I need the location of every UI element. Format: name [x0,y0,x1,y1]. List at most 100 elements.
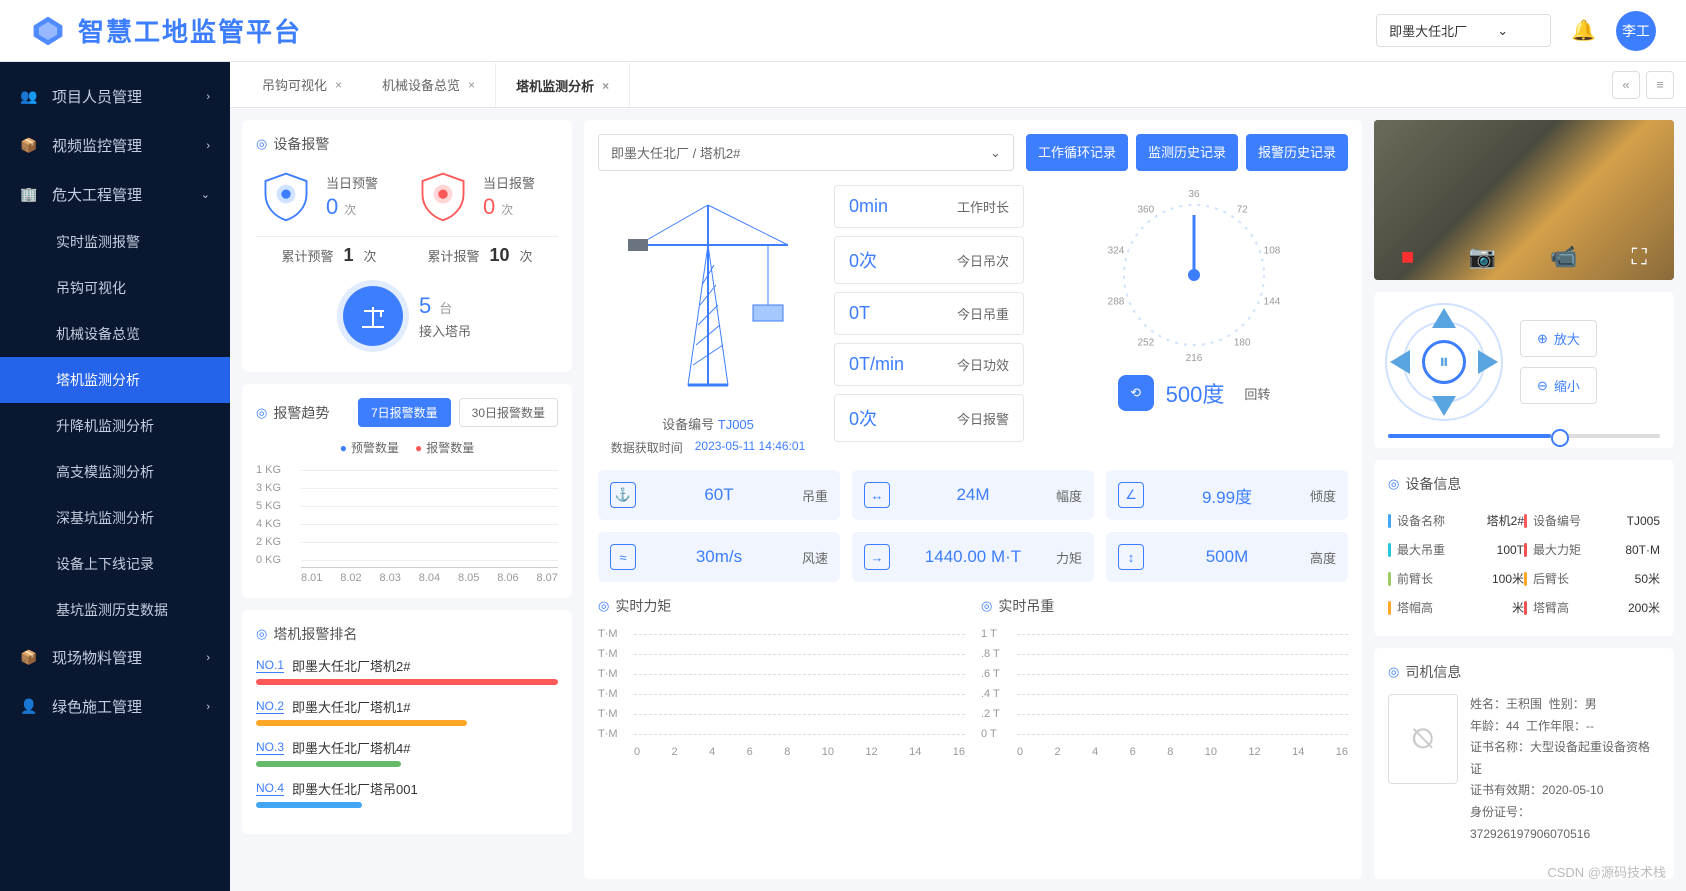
chevron-down-icon: ⌄ [1497,23,1508,39]
metric-box: ↕500M高度 [1106,532,1348,582]
sidebar-subitem[interactable]: 实时监测报警 [0,219,230,265]
metric-box: ↔24M幅度 [852,470,1094,520]
close-icon[interactable]: × [602,79,609,93]
stat-item: 0T今日吊重 [834,292,1024,335]
record-button[interactable]: 报警历史记录 [1246,134,1348,171]
svg-text:108: 108 [1264,246,1281,257]
ptz-speed-slider[interactable] [1388,434,1660,438]
svg-text:360: 360 [1137,205,1154,216]
svg-text:324: 324 [1108,246,1125,257]
rank-row: NO.4即墨大任北厂塔吊001 [256,779,558,808]
sidebar-subitem[interactable]: 机械设备总览 [0,311,230,357]
top-bar: 智慧工地监管平台 即墨大任北厂 ⌄ 🔔 李工 [0,0,1686,62]
sidebar-item[interactable]: 👤绿色施工管理› [0,682,230,731]
ptz-down[interactable] [1432,396,1456,416]
stat-item: 0次今日报警 [834,394,1024,442]
svg-text:216: 216 [1186,353,1203,364]
tabs-menu-icon[interactable]: ≡ [1646,71,1674,99]
crane-icon [343,286,403,346]
info-cell: 设备名称塔机2# [1388,512,1524,529]
sidebar-subitem[interactable]: 深基坑监测分析 [0,495,230,541]
site-name: 即墨大任北厂 [1389,21,1467,40]
rank-row: NO.1即墨大任北厂塔机2# [256,656,558,685]
record-icon[interactable]: ■ [1401,244,1414,270]
info-cell: 塔帽高米 [1388,599,1524,616]
info-cell: 设备编号TJ005 [1524,512,1660,529]
sidebar-subitem[interactable]: 设备上下线记录 [0,541,230,587]
alarm-panel: 设备报警 当日预警0次 当日报警0次 累计预警1次 累计报警10次 [242,120,572,372]
rank-row: NO.2即墨大任北厂塔机1# [256,697,558,726]
info-cell: 前臂长100米 [1388,570,1524,587]
zoom-out-icon: ⊖ [1537,378,1548,394]
metric-box: ≈30m/s风速 [598,532,840,582]
info-cell: 最大力矩80T·M [1524,541,1660,558]
close-icon[interactable]: × [468,78,475,92]
trend-title: 报警趋势 7日报警数量 30日报警数量 [256,398,558,427]
today-warn-card: 当日预警0次 [256,166,401,226]
site-selector[interactable]: 即墨大任北厂 ⌄ [1376,14,1551,47]
driver-photo: ⦰ [1388,694,1458,784]
sidebar-item[interactable]: 🏢危大工程管理⌄ [0,170,230,219]
crane-diagram: 设备编号 TJ005 数据获取时间2023-05-11 14:46:01 [598,185,818,456]
sidebar-item[interactable]: 👥项目人员管理› [0,72,230,121]
ranking-title: 塔机报警排名 [256,624,558,644]
svg-text:288: 288 [1108,296,1125,307]
weight-chart: 实时吊重 1 T.8 T.6 T.4 T.2 T0 T0246810121416 [981,596,1348,758]
trend-tab-7d[interactable]: 7日报警数量 [358,398,451,427]
snapshot-icon[interactable]: 📷 [1468,244,1495,270]
svg-text:180: 180 [1234,337,1251,348]
svg-text:36: 36 [1188,189,1200,200]
watermark: CSDN @源码技术栈 [1547,862,1666,881]
avatar[interactable]: 李工 [1616,11,1656,51]
stat-item: 0次今日吊次 [834,236,1024,284]
record-button[interactable]: 工作循环记录 [1026,134,1128,171]
metric-box: ⚓60T吊重 [598,470,840,520]
today-alarm-card: 当日报警0次 [413,166,558,226]
driver-info-panel: 司机信息 ⦰ 姓名：王积围 性别：男 年龄：44 工作年限：-- 证书名称：大型… [1374,648,1674,879]
ptz-dpad: ⏸ [1384,302,1504,422]
zoom-out-button[interactable]: ⊖缩小 [1520,367,1597,404]
stat-item: 0T/min今日功效 [834,343,1024,386]
ptz-up[interactable] [1432,308,1456,328]
info-cell: 塔臂高200米 [1524,599,1660,616]
metric-box: ∠9.99度倾度 [1106,470,1348,520]
svg-text:144: 144 [1264,296,1281,307]
tabs-bar: 吊钩可视化×机械设备总览×塔机监测分析× « ≡ [230,62,1686,108]
trend-tab-30d[interactable]: 30日报警数量 [459,398,558,427]
trend-chart: 1 KG3 KG5 KG4 KG2 KG0 KG8.018.028.038.04… [256,464,558,584]
tabs-collapse-icon[interactable]: « [1612,71,1640,99]
app-title: 智慧工地监管平台 [78,12,1376,49]
sidebar-subitem[interactable]: 升降机监测分析 [0,403,230,449]
device-selector[interactable]: 即墨大任北厂 / 塔机2# ⌄ [598,134,1014,171]
sidebar-subitem[interactable]: 塔机监测分析 [0,357,230,403]
svg-text:252: 252 [1137,337,1154,348]
close-icon[interactable]: × [335,78,342,92]
sidebar-subitem[interactable]: 高支模监测分析 [0,449,230,495]
sidebar-subitem[interactable]: 基坑监测历史数据 [0,587,230,633]
sidebar-item[interactable]: 📦视频监控管理› [0,121,230,170]
bell-icon[interactable]: 🔔 [1571,18,1596,43]
torque-chart: 实时力矩 T·MT·MT·MT·MT·MT·M0246810121416 [598,596,965,758]
ptz-right[interactable] [1478,350,1498,374]
sidebar: 👥项目人员管理›📦视频监控管理›🏢危大工程管理⌄实时监测报警吊钩可视化机械设备总… [0,62,230,891]
zoom-in-icon: ⊕ [1537,331,1548,347]
info-cell: 后臂长50米 [1524,570,1660,587]
center-panel: 即墨大任北厂 / 塔机2# ⌄ 工作循环记录监测历史记录报警历史记录 [584,120,1362,879]
video-icon[interactable]: 📹 [1550,244,1577,270]
sidebar-subitem[interactable]: 吊钩可视化 [0,265,230,311]
tab[interactable]: 吊钩可视化× [242,63,362,106]
record-button[interactable]: 监测历史记录 [1136,134,1238,171]
camera-view: ■ 📷 📹 ⛶ [1374,120,1674,280]
tab[interactable]: 机械设备总览× [362,63,495,106]
stat-item: 0min工作时长 [834,185,1024,228]
fullscreen-icon[interactable]: ⛶ [1631,244,1646,270]
ptz-left[interactable] [1390,350,1410,374]
tab[interactable]: 塔机监测分析× [495,62,630,107]
sidebar-item[interactable]: 📦现场物料管理› [0,633,230,682]
rank-row: NO.3即墨大任北厂塔机4# [256,738,558,767]
ptz-pause[interactable]: ⏸ [1422,340,1466,384]
info-cell: 最大吊重100T [1388,541,1524,558]
logo-icon [30,13,66,49]
zoom-in-button[interactable]: ⊕放大 [1520,320,1597,357]
alarm-title: 设备报警 [256,134,558,154]
